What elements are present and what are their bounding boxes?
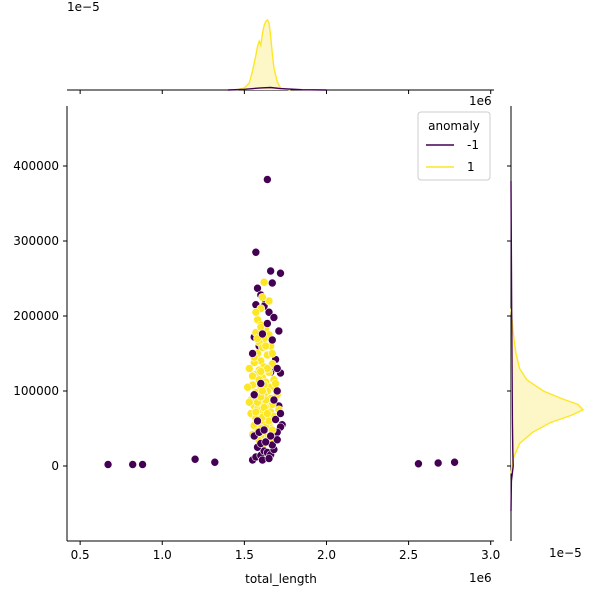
y-tick-label: 0 bbox=[51, 459, 59, 473]
anomaly-point bbox=[269, 313, 279, 322]
anomaly-point bbox=[274, 326, 284, 336]
normal-point bbox=[248, 371, 257, 381]
normal-point bbox=[264, 296, 274, 306]
scatter-plot: 0.5 1.0 1.5 2.0 2.5 3.0 0 100000 200000 300000 400… bbox=[13, 106, 500, 562]
legend-label: -1 bbox=[467, 138, 479, 152]
anomaly-point bbox=[256, 379, 266, 388]
normal-point bbox=[259, 277, 269, 287]
anomaly-point bbox=[266, 266, 275, 276]
anomaly-point bbox=[259, 425, 269, 435]
x-tick-label: 0.5 bbox=[71, 548, 90, 562]
legend-label: 1 bbox=[467, 160, 475, 174]
axis-labels: total_length 1e6 1e6 1e−5 1e−5 bbox=[67, 0, 582, 586]
anomaly-point bbox=[138, 460, 147, 469]
anomaly-point bbox=[266, 431, 275, 441]
x-tick-label: 1.5 bbox=[235, 548, 254, 562]
anomaly-point bbox=[248, 349, 257, 358]
x-axis-multiplier: 1e6 bbox=[469, 571, 492, 585]
y-tick-label: 100000 bbox=[13, 384, 59, 398]
anomaly-point bbox=[103, 460, 113, 469]
anomaly-point bbox=[267, 278, 277, 288]
anomaly-point bbox=[251, 247, 261, 257]
normal-point bbox=[258, 292, 267, 302]
normal-point bbox=[244, 397, 254, 407]
right-kde-line-anomaly bbox=[510, 180, 514, 512]
legend-box bbox=[417, 111, 491, 181]
anomaly-point bbox=[264, 454, 274, 463]
anomaly-point bbox=[128, 460, 137, 469]
y-tick-label: 200000 bbox=[13, 309, 59, 323]
anomaly-point bbox=[258, 329, 267, 339]
anomaly-point bbox=[276, 268, 285, 278]
right-kde-fill-normal bbox=[511, 308, 583, 474]
x-tick-label: 2.5 bbox=[399, 548, 418, 562]
x-tick-label: 3.0 bbox=[481, 548, 500, 562]
y-axis-multiplier: 1e6 bbox=[469, 94, 492, 108]
anomaly-point bbox=[272, 386, 282, 396]
anomaly-point bbox=[272, 435, 282, 445]
normal-point bbox=[244, 364, 254, 373]
anomaly-point bbox=[249, 390, 259, 400]
right-marginal-kde bbox=[507, 106, 585, 541]
y-tick-label: 300000 bbox=[13, 234, 59, 248]
top-marginal-multiplier: 1e−5 bbox=[67, 0, 100, 14]
anomaly-point bbox=[264, 307, 274, 317]
x-tick-label: 2.0 bbox=[317, 548, 336, 562]
normal-point bbox=[258, 386, 267, 396]
anomaly-point bbox=[271, 415, 280, 424]
anomaly-point bbox=[263, 175, 272, 184]
legend-title: anomaly bbox=[428, 119, 480, 133]
normal-point bbox=[251, 407, 261, 417]
anomaly-point bbox=[276, 409, 285, 418]
anomaly-point bbox=[450, 457, 459, 467]
anomaly-point bbox=[433, 458, 443, 468]
normal-point bbox=[261, 341, 271, 351]
anomaly-point bbox=[253, 416, 262, 426]
y-tick-label: 400000 bbox=[13, 159, 59, 173]
anomaly-point bbox=[210, 457, 220, 467]
anomaly-point bbox=[261, 437, 271, 447]
x-axis-label: total_length bbox=[245, 572, 317, 586]
top-kde-line-anomaly bbox=[227, 86, 327, 91]
anomaly-point bbox=[414, 459, 423, 469]
anomaly-point bbox=[190, 454, 200, 464]
anomaly-point bbox=[272, 364, 282, 373]
legend[interactable]: anomaly -1 1 bbox=[417, 111, 491, 181]
normal-point bbox=[263, 409, 272, 418]
normal-point bbox=[267, 349, 277, 358]
top-marginal-kde bbox=[67, 18, 494, 94]
normal-point bbox=[251, 307, 261, 317]
anomaly-point bbox=[263, 319, 272, 328]
anomaly-point bbox=[269, 395, 279, 405]
normal-point bbox=[243, 382, 252, 392]
normal-point bbox=[271, 379, 280, 388]
anomaly-point bbox=[267, 335, 277, 345]
x-tick-label: 1.0 bbox=[153, 548, 172, 562]
right-marginal-multiplier: 1e−5 bbox=[549, 546, 582, 560]
normal-point bbox=[256, 367, 266, 376]
top-kde-line-normal bbox=[236, 18, 291, 91]
top-kde-fill-normal bbox=[236, 20, 291, 90]
right-kde-line-normal bbox=[510, 308, 585, 474]
